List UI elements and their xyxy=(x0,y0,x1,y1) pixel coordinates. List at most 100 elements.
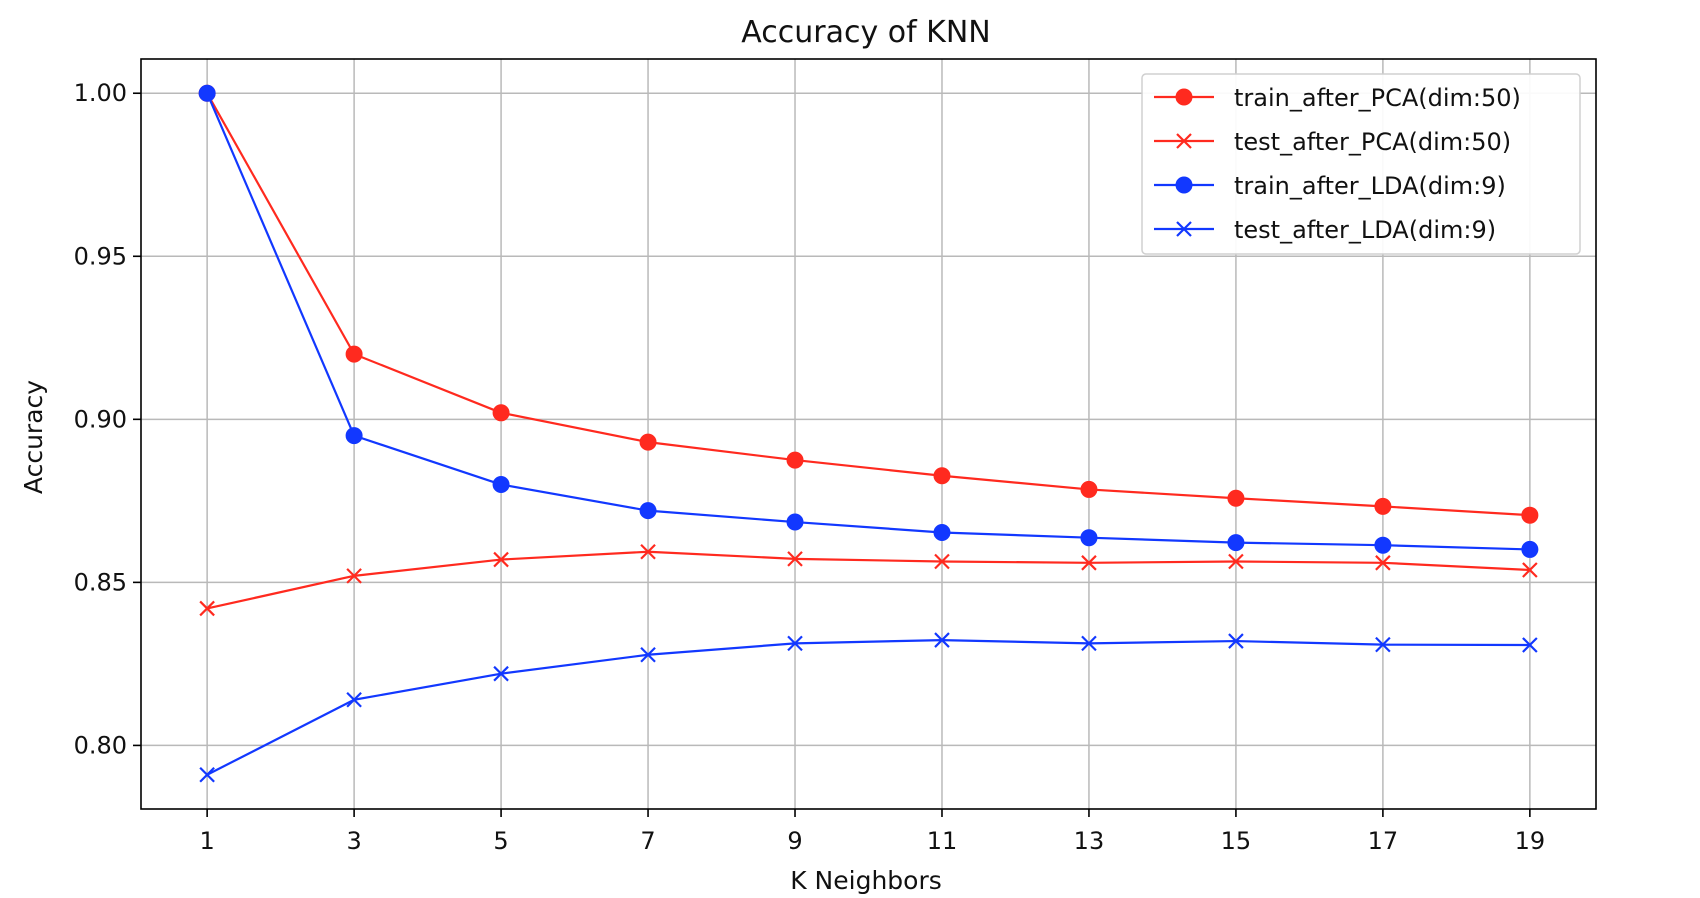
y-tick-label-1.00: 1.00 xyxy=(74,79,127,107)
series-line-train_after_PCA(dim:50) xyxy=(206,92,1531,517)
data-point-test_after_LDA(dim:9)-k-13 xyxy=(1081,635,1097,652)
data-point-test_after_LDA(dim:9)-k-19 xyxy=(1522,637,1538,653)
y-tick-label-0.90: 0.90 xyxy=(74,405,127,433)
data-point-test_after_PCA(dim:50)-k-19-stroke-b xyxy=(1522,562,1538,578)
x-tick-label-3: 3 xyxy=(346,827,361,855)
x-tick-label-17: 17 xyxy=(1368,827,1399,855)
ticks-and-labels: 1 3 5 7 9 11 13 15 17 190.800.850.900.951.00 xyxy=(74,79,1546,855)
x-tick-label-1: 1 xyxy=(199,827,214,855)
data-point-test_after_PCA(dim:50)-k-13 xyxy=(1081,555,1097,571)
data-point-train_after_PCA(dim:50)-k-5 xyxy=(492,404,510,422)
legend-box xyxy=(1141,73,1581,255)
data-point-train_after_LDA(dim:9)-k-13 xyxy=(1080,529,1098,547)
data-point-test_after_PCA(dim:50)-k-7-stroke-b xyxy=(640,543,656,560)
data-point-test_after_PCA(dim:50)-k-15-stroke-b xyxy=(1228,553,1244,570)
legend: train_after_PCA(dim:50) test_after_PCA(di… xyxy=(1141,73,1581,255)
data-point-train_after_PCA(dim:50)-k-9 xyxy=(786,451,804,469)
data-point-train_after_LDA(dim:9)-k-11 xyxy=(933,523,951,541)
data-point-train_after_PCA(dim:50)-k-19 xyxy=(1521,506,1539,524)
data-point-test_after_PCA(dim:50)-k-3 xyxy=(346,568,362,584)
y-tick-label-0.85: 0.85 xyxy=(74,568,127,596)
plot-frame xyxy=(140,58,1597,810)
data-point-test_after_PCA(dim:50)-k-5 xyxy=(493,551,509,568)
data-point-train_after_PCA(dim:50)-k-17 xyxy=(1374,497,1392,515)
y-axis-label: Accuracy xyxy=(19,380,48,494)
data-point-test_after_LDA(dim:9)-k-5-stroke-b xyxy=(493,665,509,682)
legend-marker-train_after_LDA(dim:9) xyxy=(1175,176,1193,194)
data-point-test_after_LDA(dim:9)-k-1-stroke-b xyxy=(199,766,215,783)
data-point-test_after_LDA(dim:9)-k-7 xyxy=(640,646,656,663)
data-point-test_after_LDA(dim:9)-k-3 xyxy=(346,691,362,708)
data-point-test_after_PCA(dim:50)-k-11 xyxy=(934,553,950,570)
data-point-test_after_PCA(dim:50)-k-13-stroke-b xyxy=(1081,555,1097,571)
series-test_after_LDA(dim:9) xyxy=(199,632,1538,783)
series-layer xyxy=(198,84,1539,783)
data-point-test_after_PCA(dim:50)-k-15 xyxy=(1228,553,1244,570)
data-point-train_after_LDA(dim:9)-k-15 xyxy=(1227,534,1245,552)
plot-layer: 1 3 5 7 9 11 13 15 17 190.800.850.900.951.00 train… xyxy=(74,58,1597,855)
data-point-test_after_PCA(dim:50)-k-5-stroke-b xyxy=(493,551,509,568)
data-point-train_after_PCA(dim:50)-k-11 xyxy=(933,467,951,485)
x-tick-label-7: 7 xyxy=(640,827,655,855)
legend-marker-test_after_PCA(dim:50)-stroke-b xyxy=(1176,133,1192,149)
data-point-test_after_LDA(dim:9)-k-15-stroke-b xyxy=(1228,633,1244,649)
legend-item-test_after_LDA(dim:9): test_after_LDA(dim:9) xyxy=(1154,216,1496,244)
y-tick-label-0.80: 0.80 xyxy=(74,731,127,759)
data-point-test_after_LDA(dim:9)-k-9 xyxy=(787,635,803,652)
series-train_after_PCA(dim:50) xyxy=(198,84,1539,524)
data-point-test_after_LDA(dim:9)-k-13-stroke-b xyxy=(1081,635,1097,652)
data-point-train_after_LDA(dim:9)-k-1 xyxy=(198,84,216,102)
data-point-train_after_LDA(dim:9)-k-17 xyxy=(1374,536,1392,554)
legend-label-train_after_LDA(dim:9): train_after_LDA(dim:9) xyxy=(1234,172,1506,200)
series-train_after_LDA(dim:9) xyxy=(198,84,1539,558)
data-point-train_after_LDA(dim:9)-k-19 xyxy=(1521,540,1539,558)
x-axis-label: K Neighbors xyxy=(790,866,942,895)
data-point-train_after_LDA(dim:9)-k-9 xyxy=(786,513,804,531)
data-point-test_after_LDA(dim:9)-k-19-stroke-b xyxy=(1522,637,1538,653)
data-point-test_after_PCA(dim:50)-k-9-stroke-b xyxy=(787,551,803,567)
data-point-test_after_LDA(dim:9)-k-17-stroke-b xyxy=(1375,636,1391,653)
legend-marker-train_after_PCA(dim:50) xyxy=(1175,88,1193,106)
data-point-train_after_LDA(dim:9)-k-5 xyxy=(492,476,510,494)
data-point-test_after_LDA(dim:9)-k-11 xyxy=(934,632,950,648)
data-point-test_after_PCA(dim:50)-k-9 xyxy=(787,551,803,567)
data-point-train_after_PCA(dim:50)-k-3 xyxy=(345,345,363,363)
data-point-test_after_LDA(dim:9)-k-5 xyxy=(493,665,509,682)
series-test_after_PCA(dim:50) xyxy=(199,543,1538,617)
legend-label-train_after_PCA(dim:50): train_after_PCA(dim:50) xyxy=(1234,84,1521,112)
data-point-test_after_LDA(dim:9)-k-9-stroke-b xyxy=(787,635,803,652)
legend-item-train_after_PCA(dim:50): train_after_PCA(dim:50) xyxy=(1154,84,1521,112)
data-point-test_after_PCA(dim:50)-k-1-stroke-b xyxy=(199,600,215,617)
x-tick-label-15: 15 xyxy=(1221,827,1252,855)
data-point-test_after_LDA(dim:9)-k-3-stroke-b xyxy=(346,691,362,708)
data-point-train_after_LDA(dim:9)-k-7 xyxy=(639,502,657,520)
legend-marker-test_after_LDA(dim:9)-stroke-b xyxy=(1176,221,1192,237)
x-tick-label-5: 5 xyxy=(493,827,508,855)
data-point-test_after_LDA(dim:9)-k-7-stroke-b xyxy=(640,646,656,663)
data-point-test_after_PCA(dim:50)-k-17-stroke-b xyxy=(1375,555,1391,571)
x-tick-label-19: 19 xyxy=(1515,827,1546,855)
data-point-test_after_PCA(dim:50)-k-7 xyxy=(640,543,656,560)
x-tick-label-9: 9 xyxy=(787,827,802,855)
data-point-test_after_PCA(dim:50)-k-11-stroke-b xyxy=(934,553,950,570)
data-point-test_after_LDA(dim:9)-k-11-stroke-b xyxy=(934,632,950,648)
x-tick-label-13: 13 xyxy=(1074,827,1105,855)
legend-marker-test_after_PCA(dim:50) xyxy=(1176,133,1192,149)
legend-marker-test_after_LDA(dim:9) xyxy=(1176,221,1192,237)
data-point-train_after_PCA(dim:50)-k-13 xyxy=(1080,480,1098,498)
series-line-train_after_LDA(dim:9) xyxy=(206,92,1531,551)
legend-label-test_after_LDA(dim:9): test_after_LDA(dim:9) xyxy=(1234,216,1496,244)
data-point-test_after_LDA(dim:9)-k-1 xyxy=(199,766,215,783)
data-point-train_after_PCA(dim:50)-k-7 xyxy=(639,433,657,451)
data-point-test_after_PCA(dim:50)-k-3-stroke-b xyxy=(346,568,362,584)
y-tick-label-0.95: 0.95 xyxy=(74,242,127,270)
legend-item-test_after_PCA(dim:50): test_after_PCA(dim:50) xyxy=(1154,128,1511,156)
x-tick-label-11: 11 xyxy=(927,827,958,855)
series-line-test_after_LDA(dim:9) xyxy=(206,638,1531,776)
legend-label-test_after_PCA(dim:50): test_after_PCA(dim:50) xyxy=(1234,128,1511,156)
legend-item-train_after_LDA(dim:9): train_after_LDA(dim:9) xyxy=(1154,172,1506,200)
data-point-test_after_LDA(dim:9)-k-17 xyxy=(1375,636,1391,653)
data-point-test_after_LDA(dim:9)-k-15 xyxy=(1228,633,1244,649)
data-point-test_after_PCA(dim:50)-k-1 xyxy=(199,600,215,617)
